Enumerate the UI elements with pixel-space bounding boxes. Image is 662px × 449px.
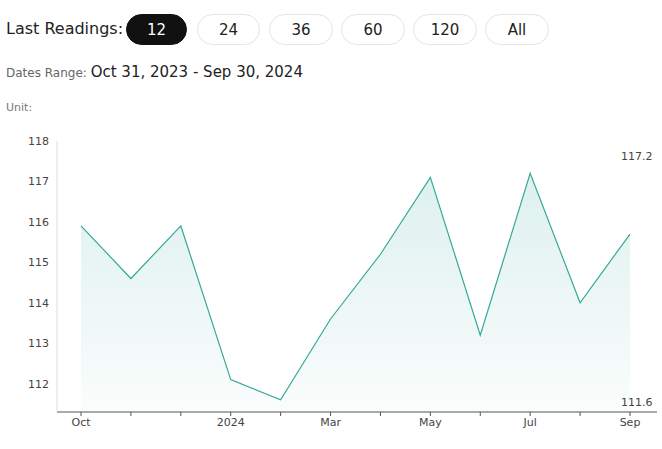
- html-text:24: 24: [219, 20, 238, 39]
- html-text:36: 36: [291, 20, 311, 39]
- html-text:Dates Range: Oct 31, 2023 - Se: Dates Range: Oct 31, 2023 - Sep 30, 2024: [6, 63, 303, 81]
- svg-text:Oct: Oct: [71, 416, 91, 429]
- html-text:120: 120: [430, 20, 460, 39]
- svg-text:Sep: Sep: [620, 416, 641, 429]
- svg-text:115: 115: [28, 256, 49, 269]
- svg-text:117: 117: [28, 175, 49, 188]
- svg-text:Jul: Jul: [523, 416, 537, 429]
- svg-text:112: 112: [28, 378, 49, 391]
- svg-text:113: 113: [28, 337, 49, 350]
- html-text:117.2: 117.2: [621, 150, 653, 163]
- svg-text:114: 114: [28, 297, 49, 310]
- html-text:All: All: [507, 20, 527, 39]
- html-text:12: 12: [147, 20, 166, 39]
- svg-text:May: May: [419, 416, 442, 429]
- svg-text:2024: 2024: [217, 416, 245, 429]
- html-text:111.6: 111.6: [621, 396, 653, 409]
- svg-text:118: 118: [28, 135, 49, 148]
- html-text:Unit:: Unit:: [6, 101, 33, 114]
- html-text:60: 60: [363, 20, 383, 39]
- svg-text:Mar: Mar: [320, 416, 341, 429]
- svg-text:116: 116: [28, 216, 49, 229]
- html-text:Last Readings:: Last Readings:: [6, 19, 124, 38]
